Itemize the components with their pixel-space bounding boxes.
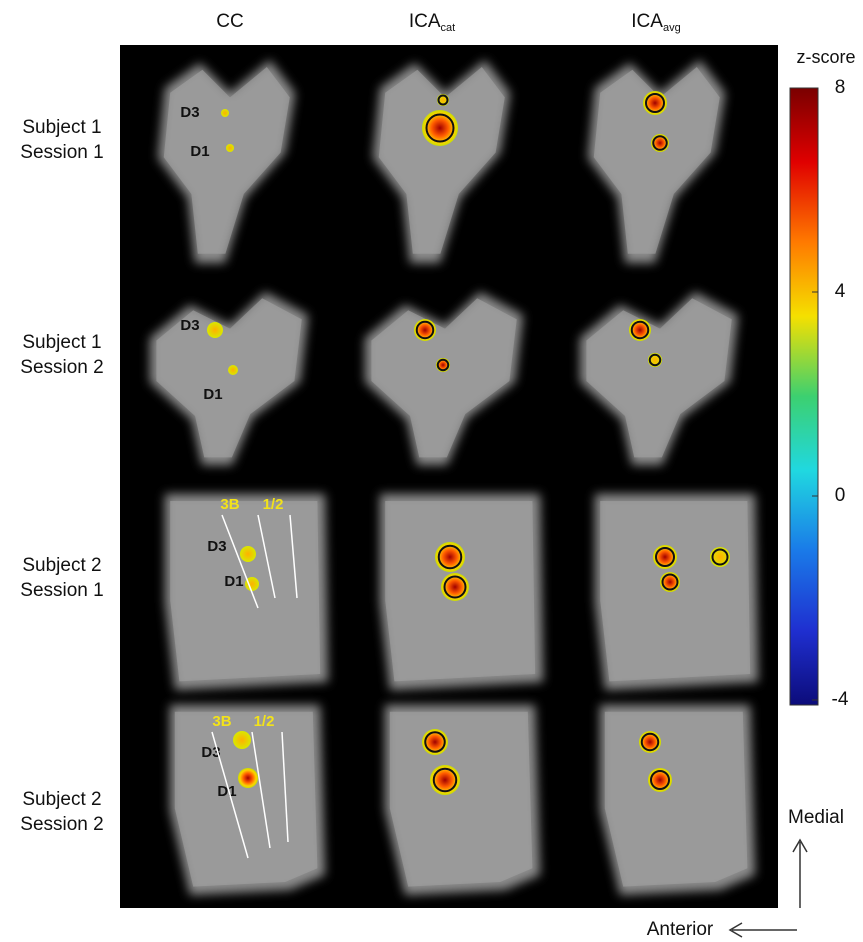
- brain-slice: [600, 705, 755, 895]
- colorbar: [790, 88, 818, 705]
- activation: [228, 365, 238, 375]
- colorbar-tick-label: 0: [835, 485, 846, 506]
- brain-shape: [600, 501, 750, 681]
- brain-slice: [165, 494, 328, 690]
- column-header: CC: [216, 11, 243, 32]
- figure: z-score Medial Anterior CCICAcatICAavgSu…: [0, 0, 863, 942]
- colorbar-title: z-score: [796, 47, 855, 67]
- column-subscript: cat: [441, 22, 456, 34]
- colorbar-tick-label: 4: [835, 281, 846, 302]
- colorbar-tick-label: 8: [835, 77, 846, 98]
- panel-label: 1/2: [254, 713, 275, 730]
- brain-shape: [170, 501, 320, 681]
- column-subscript: avg: [663, 22, 681, 34]
- row-label: Subject 2: [22, 555, 101, 576]
- brain-slice: [595, 494, 758, 690]
- column-label: ICA: [409, 11, 441, 32]
- panel-label: D3: [180, 104, 199, 121]
- column-label: CC: [216, 11, 243, 32]
- row-label: Session 2: [20, 357, 103, 378]
- column-header: ICAcat: [409, 11, 455, 34]
- panel-label: 3B: [220, 496, 239, 513]
- row-label: Session 2: [20, 814, 103, 835]
- activation: [233, 731, 251, 749]
- row-label: Subject 1: [22, 117, 101, 138]
- row-label: Session 1: [20, 142, 103, 163]
- activation: [238, 768, 258, 788]
- panel-label: D1: [224, 573, 243, 590]
- activation: [207, 322, 223, 338]
- activation: [221, 109, 229, 117]
- row-label: Session 1: [20, 580, 103, 601]
- panel-label: D3: [180, 317, 199, 334]
- brain-slice: [380, 494, 543, 690]
- brain-slice: [170, 705, 325, 895]
- medial-label: Medial: [788, 807, 844, 828]
- activation: [240, 546, 256, 562]
- panel-label: D1: [203, 386, 222, 403]
- panel-label: D3: [207, 538, 226, 555]
- colorbar-tick-label: -4: [832, 689, 849, 710]
- panel-label: 3B: [212, 713, 231, 730]
- brain-shape: [390, 712, 533, 887]
- column-header: ICAavg: [631, 11, 680, 34]
- row-label: Subject 1: [22, 332, 101, 353]
- activation: [226, 144, 234, 152]
- brain-shape: [605, 712, 748, 887]
- brain-slice: [385, 705, 540, 895]
- column-label: ICA: [631, 11, 663, 32]
- row-label: Subject 2: [22, 789, 101, 810]
- panel-label: 1/2: [263, 496, 284, 513]
- panel-label: D1: [190, 143, 209, 160]
- anterior-label: Anterior: [647, 919, 714, 940]
